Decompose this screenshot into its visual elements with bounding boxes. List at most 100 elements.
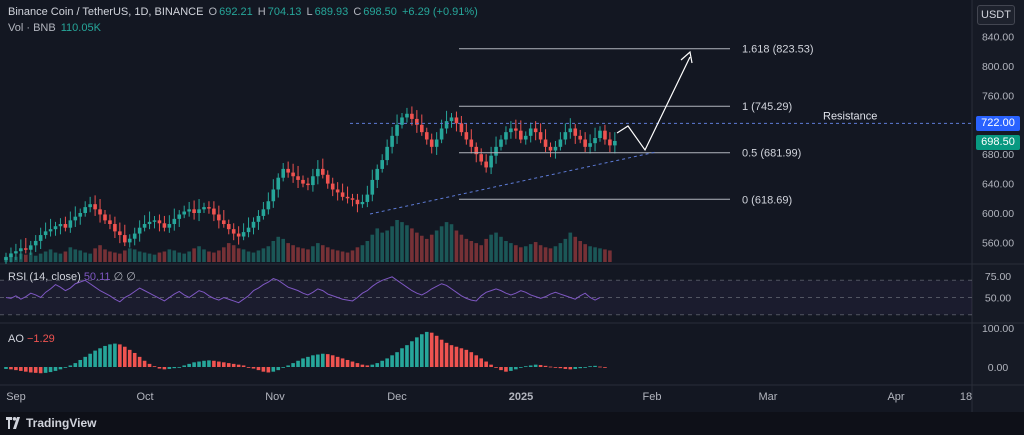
ao-bar (365, 365, 370, 367)
ao-bar (321, 353, 325, 367)
candle-body (429, 139, 434, 147)
volume-bar (603, 249, 607, 262)
ao-bar (459, 348, 464, 367)
volume-bar (385, 230, 389, 262)
volume-bar (24, 254, 28, 262)
volume-bar (113, 252, 117, 262)
volume-bar (415, 232, 419, 262)
candle-body (400, 117, 404, 125)
volume-bar (123, 250, 127, 262)
ao-bar (241, 365, 246, 367)
volume-bar (311, 246, 315, 262)
ao-bar (543, 365, 548, 367)
ao-bar (316, 354, 320, 367)
chart-canvas[interactable]: 1.618 (823.53) 1 (745.29) 0.5 (681.99) 0 (6… (0, 0, 1024, 412)
volume-value: 110.05K (60, 22, 101, 34)
ao-bar (9, 367, 13, 370)
volume-bar (236, 248, 241, 262)
candle-body (276, 177, 281, 190)
change-value: +6.29 (+0.91%) (401, 6, 478, 18)
projection-path[interactable] (616, 56, 691, 152)
volume-bar (306, 249, 310, 262)
currency-button[interactable]: USDT (977, 5, 1015, 25)
volume-bar (108, 251, 112, 262)
ao-label[interactable]: AO (8, 333, 24, 345)
ao-bar (118, 344, 122, 367)
volume-bar (192, 248, 196, 262)
tradingview-logo[interactable]: TradingView (6, 416, 96, 430)
candle-body (375, 168, 380, 180)
volume-bar (444, 222, 449, 262)
resistance-price-badge: 722.00 (976, 116, 1020, 131)
volume-bar (593, 247, 597, 262)
ao-bar (162, 367, 167, 370)
volume-bar (449, 224, 454, 262)
candle-body (538, 132, 543, 140)
ao-bar (19, 367, 23, 371)
candle-body (593, 138, 597, 144)
volume-bar (78, 250, 83, 262)
candle-body (217, 214, 221, 221)
ao-bar (400, 348, 404, 367)
volume-bar (573, 236, 578, 262)
volume-bar (538, 245, 543, 262)
volume-bar (588, 246, 592, 262)
ao-bar (142, 360, 147, 367)
candle-body (608, 139, 612, 146)
high-label: H (257, 6, 266, 18)
candle-body (182, 211, 186, 215)
ao-bar (509, 367, 513, 371)
ao-bar (553, 367, 558, 368)
rsi-header: RSI (14, close) 50.11 ∅ ∅ (8, 270, 136, 283)
ao-bar (217, 361, 221, 367)
ao-bar (504, 367, 508, 372)
candle-body (494, 146, 498, 156)
volume-bar (345, 252, 350, 262)
candle-body (167, 224, 172, 228)
ao-bar (212, 360, 216, 367)
ao-bar (469, 352, 474, 367)
volume-bar (286, 243, 290, 262)
ao-bar (177, 367, 182, 368)
time-axis-tick: Mar (759, 391, 778, 403)
ao-bar (137, 356, 142, 367)
symbol-title[interactable]: Binance Coin / TetherUS, 1D, BINANCE (8, 6, 204, 18)
ao-bar (127, 349, 132, 367)
volume-bar (568, 232, 573, 262)
rsi-extra: ∅ ∅ (113, 271, 136, 283)
volume-bar (132, 249, 137, 262)
ao-bar (444, 342, 449, 367)
close-label: C (353, 6, 362, 18)
volume-bar (523, 246, 528, 262)
volume-bar (246, 251, 251, 262)
volume-bar (405, 225, 409, 262)
ao-bar (345, 359, 350, 367)
price-axis-tick: 680.00 (982, 149, 1014, 161)
candle-body (548, 146, 553, 151)
rsi-label[interactable]: RSI (14, close) (8, 271, 81, 283)
volume-bar (360, 245, 365, 262)
volume-bar (330, 249, 335, 262)
volume-bar (424, 238, 429, 262)
ao-bar (538, 365, 543, 367)
rsi-line[interactable] (5, 276, 601, 304)
volume-bar (33, 255, 38, 262)
candle-body (573, 128, 578, 136)
support-trendline[interactable] (369, 151, 657, 215)
candle-body (28, 245, 33, 250)
volume-bar (28, 252, 33, 262)
footer-brand: TradingView (26, 416, 97, 430)
price-axis-tick: 800.00 (982, 61, 1014, 73)
ao-bar (256, 367, 261, 371)
ao-bar (370, 364, 375, 367)
ao-bar (261, 367, 266, 372)
volume-bar (494, 232, 498, 262)
volume-bar (434, 230, 439, 262)
ao-value: −1.29 (26, 333, 55, 345)
ao-header: AO −1.29 (8, 333, 55, 345)
candle-body (360, 201, 365, 205)
candle-body (321, 168, 325, 175)
candle-body (73, 216, 78, 221)
volume-label[interactable]: Vol · BNB (8, 22, 56, 34)
